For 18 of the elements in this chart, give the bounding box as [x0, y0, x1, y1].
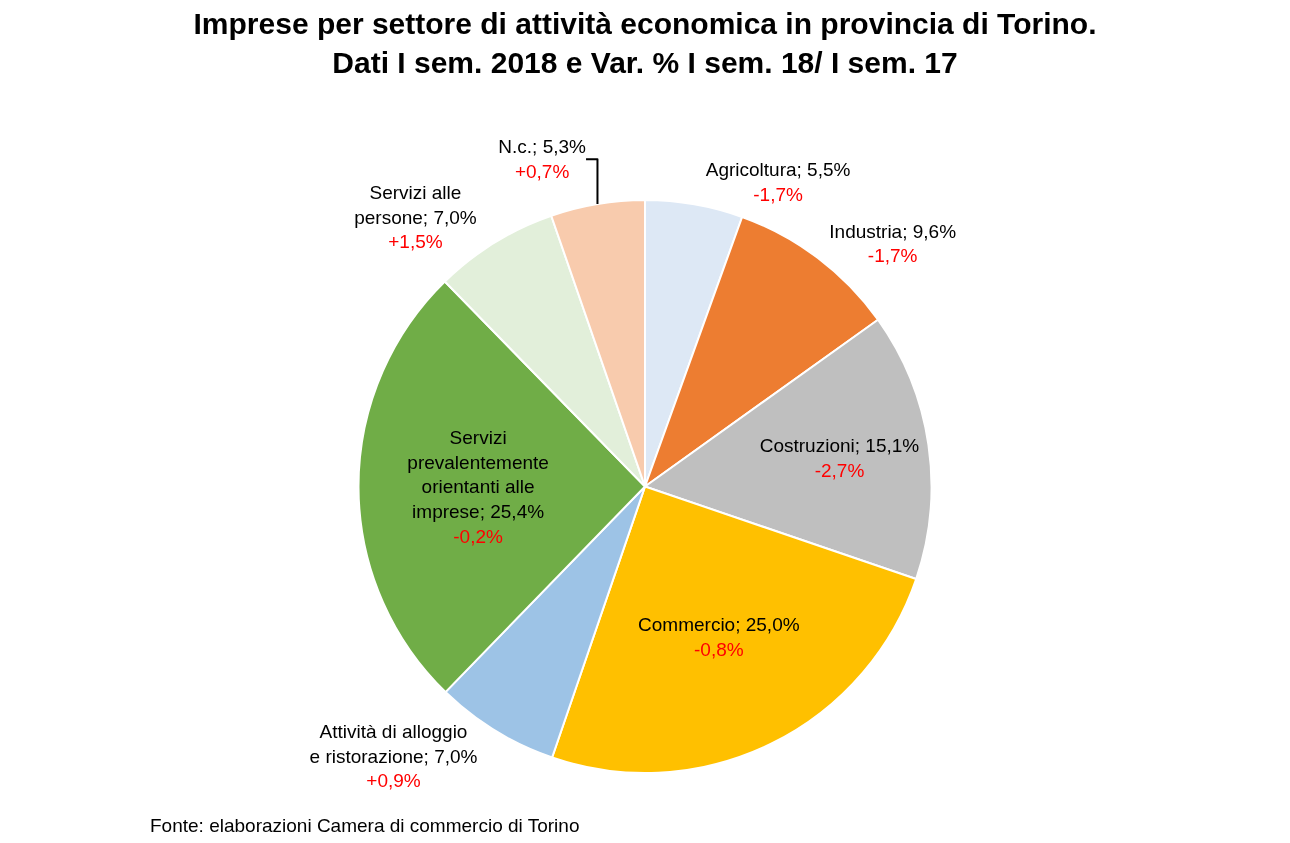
slice-label: Attività di alloggio e ristorazione; 7,0% — [309, 721, 478, 767]
slice-label: N.c.; 5,3% — [498, 136, 587, 158]
slice-label: Commercio; 25,0% — [638, 614, 800, 636]
slice-label: Agricoltura; 5,5% — [705, 159, 851, 181]
text: -0,8% — [694, 638, 744, 660]
slice-label: Industria; 9,6% — [829, 220, 957, 242]
text: -2,7% — [814, 459, 865, 481]
text: +0,9% — [366, 770, 421, 792]
text: -0,2% — [453, 525, 503, 547]
text: -1,7% — [753, 183, 803, 205]
source-note: Fonte: elaborazioni Camera di commercio di Torino — [150, 815, 580, 836]
text: -1,7% — [867, 245, 918, 267]
text: +1,5% — [388, 231, 443, 253]
chart-title: Imprese per settore di attività economica in provincia di Torino. Dati I sem. 2018 e Var. % I sem. 18/ I sem. 17 — [193, 6, 1097, 79]
slice-label: Costruzioni; 15,1% — [759, 435, 920, 456]
slice-label: Servizi prevalentemente orientanti alle imprese; 25,4% — [407, 426, 549, 522]
text: +0,7% — [514, 161, 570, 183]
slice-label: Servizi alle persone; 7,0% — [354, 182, 477, 228]
